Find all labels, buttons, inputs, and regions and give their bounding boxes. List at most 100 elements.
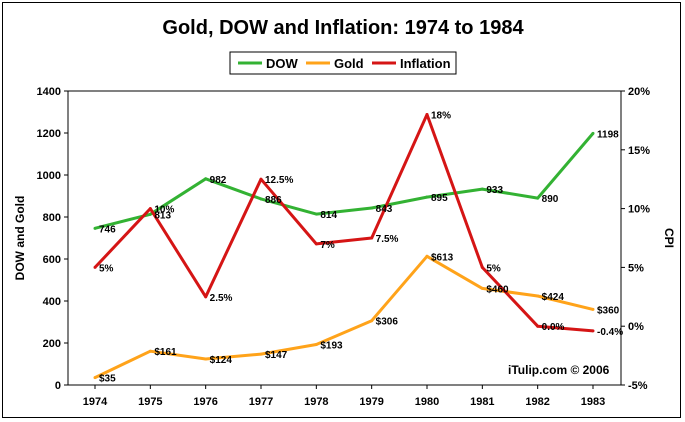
x-tick-label: 1974 xyxy=(83,396,108,408)
data-label-dow: 890 xyxy=(542,194,559,205)
data-point-gold xyxy=(425,254,429,258)
data-label-dow: 813 xyxy=(154,210,171,221)
data-label-dow: 1198 xyxy=(597,129,619,140)
data-labels-layer: 746 813 982 886 814 843 895 933 890 1198 $35 $161 $1… xyxy=(99,111,623,385)
y-tick-label: 800 xyxy=(43,212,61,224)
data-point-inflation xyxy=(536,324,540,328)
data-label-dow: 886 xyxy=(265,195,282,206)
data-label-dow: 843 xyxy=(376,204,393,215)
data-point-gold xyxy=(148,349,152,353)
y2-tick-label: 20% xyxy=(628,86,650,98)
data-label-inflation: 0.0% xyxy=(542,322,565,333)
data-label-inflation: 12.5% xyxy=(265,175,293,186)
y2-axis-title: CPI xyxy=(662,228,676,248)
data-point-dow xyxy=(480,187,484,191)
data-point-gold xyxy=(93,376,97,380)
axes: 0 200 400 600 800 1000 1200 1400 -5% 0% 5% 10% 15% 20… xyxy=(37,86,651,408)
x-tick-label: 1976 xyxy=(193,396,217,408)
data-point-gold xyxy=(591,307,595,311)
data-label-gold: $147 xyxy=(265,350,288,361)
y-tick-label: 1400 xyxy=(37,86,61,98)
data-label-dow: 895 xyxy=(431,193,448,204)
data-label-gold: $360 xyxy=(597,305,620,316)
data-point-gold xyxy=(536,294,540,298)
data-point-inflation xyxy=(314,242,318,246)
data-point-dow xyxy=(370,206,374,210)
x-tick-label: 1982 xyxy=(525,396,549,408)
data-label-inflation: 7.5% xyxy=(376,234,399,245)
y-tick-label: 0 xyxy=(55,380,61,392)
data-point-inflation xyxy=(480,265,484,269)
y-axis-title: DOW and Gold xyxy=(13,196,27,281)
data-label-inflation: 5% xyxy=(486,263,501,274)
data-label-gold: $613 xyxy=(431,252,454,263)
data-point-dow xyxy=(148,212,152,216)
data-label-inflation: 7% xyxy=(320,240,335,251)
data-point-dow xyxy=(259,197,263,201)
data-label-gold: $35 xyxy=(99,374,116,385)
plot-area xyxy=(67,90,622,386)
data-label-dow: 746 xyxy=(99,224,116,235)
x-tick-label: 1981 xyxy=(470,396,494,408)
y2-tick-label: 15% xyxy=(628,145,650,157)
series-line-dow xyxy=(94,132,595,230)
data-label-gold: $193 xyxy=(320,340,343,351)
data-point-gold xyxy=(370,319,374,323)
data-point-dow xyxy=(425,195,429,199)
data-point-dow xyxy=(204,177,208,181)
y2-tick-label: 10% xyxy=(628,204,650,216)
y-tick-label: 400 xyxy=(43,296,61,308)
y-tick-label: 1200 xyxy=(37,128,61,140)
data-label-gold: $161 xyxy=(154,347,177,358)
data-label-inflation: 10% xyxy=(154,205,174,216)
data-point-dow xyxy=(314,212,318,216)
credit-text: iTulip.com © 2006 xyxy=(508,363,610,377)
data-label-gold: $424 xyxy=(542,292,565,303)
legend-label-gold: Gold xyxy=(334,56,364,71)
data-label-inflation: 18% xyxy=(431,111,451,122)
x-tick-label: 1979 xyxy=(359,396,383,408)
legend-label-dow: DOW xyxy=(266,56,299,71)
series-line-inflation xyxy=(93,113,594,333)
data-point-dow xyxy=(536,196,540,200)
data-label-gold: $306 xyxy=(376,317,399,328)
data-label-inflation: 5% xyxy=(99,263,114,274)
y2-tick-label: 0% xyxy=(628,321,644,333)
data-label-dow: 814 xyxy=(320,210,337,221)
data-point-inflation xyxy=(591,329,595,333)
data-label-gold: $460 xyxy=(486,284,509,295)
data-point-gold xyxy=(204,357,208,361)
legend-box xyxy=(229,51,457,75)
legend: DOW Gold Inflation xyxy=(229,51,457,75)
data-label-inflation: 2.5% xyxy=(210,293,233,304)
x-tick-label: 1977 xyxy=(249,396,273,408)
data-point-inflation xyxy=(370,236,374,240)
data-point-inflation xyxy=(425,113,429,117)
data-point-gold xyxy=(480,286,484,290)
y-tick-label: 200 xyxy=(43,338,61,350)
data-point-dow xyxy=(93,226,97,230)
series-line-gold xyxy=(94,254,594,379)
x-tick-label: 1978 xyxy=(304,396,328,408)
y-tick-label: 600 xyxy=(43,254,61,266)
x-tick-label: 1980 xyxy=(415,396,439,408)
data-point-inflation xyxy=(204,295,208,299)
chart-title: Gold, DOW and Inflation: 1974 to 1984 xyxy=(162,17,524,39)
y2-tick-label: -5% xyxy=(628,380,648,392)
data-label-gold: $124 xyxy=(210,355,233,366)
x-tick-label: 1975 xyxy=(138,396,162,408)
data-point-inflation xyxy=(93,265,97,269)
data-point-inflation xyxy=(259,177,263,181)
x-tick-label: 1983 xyxy=(581,396,605,408)
data-point-dow xyxy=(591,131,595,135)
data-point-gold xyxy=(314,342,318,346)
y-tick-label: 1000 xyxy=(37,170,61,182)
data-label-dow: 933 xyxy=(486,185,503,196)
y2-tick-label: 5% xyxy=(628,262,644,274)
data-point-inflation xyxy=(148,207,152,211)
data-point-gold xyxy=(259,352,263,356)
data-label-inflation: -0.4% xyxy=(597,327,623,338)
data-label-dow: 982 xyxy=(210,175,227,186)
series-layer xyxy=(93,113,595,380)
